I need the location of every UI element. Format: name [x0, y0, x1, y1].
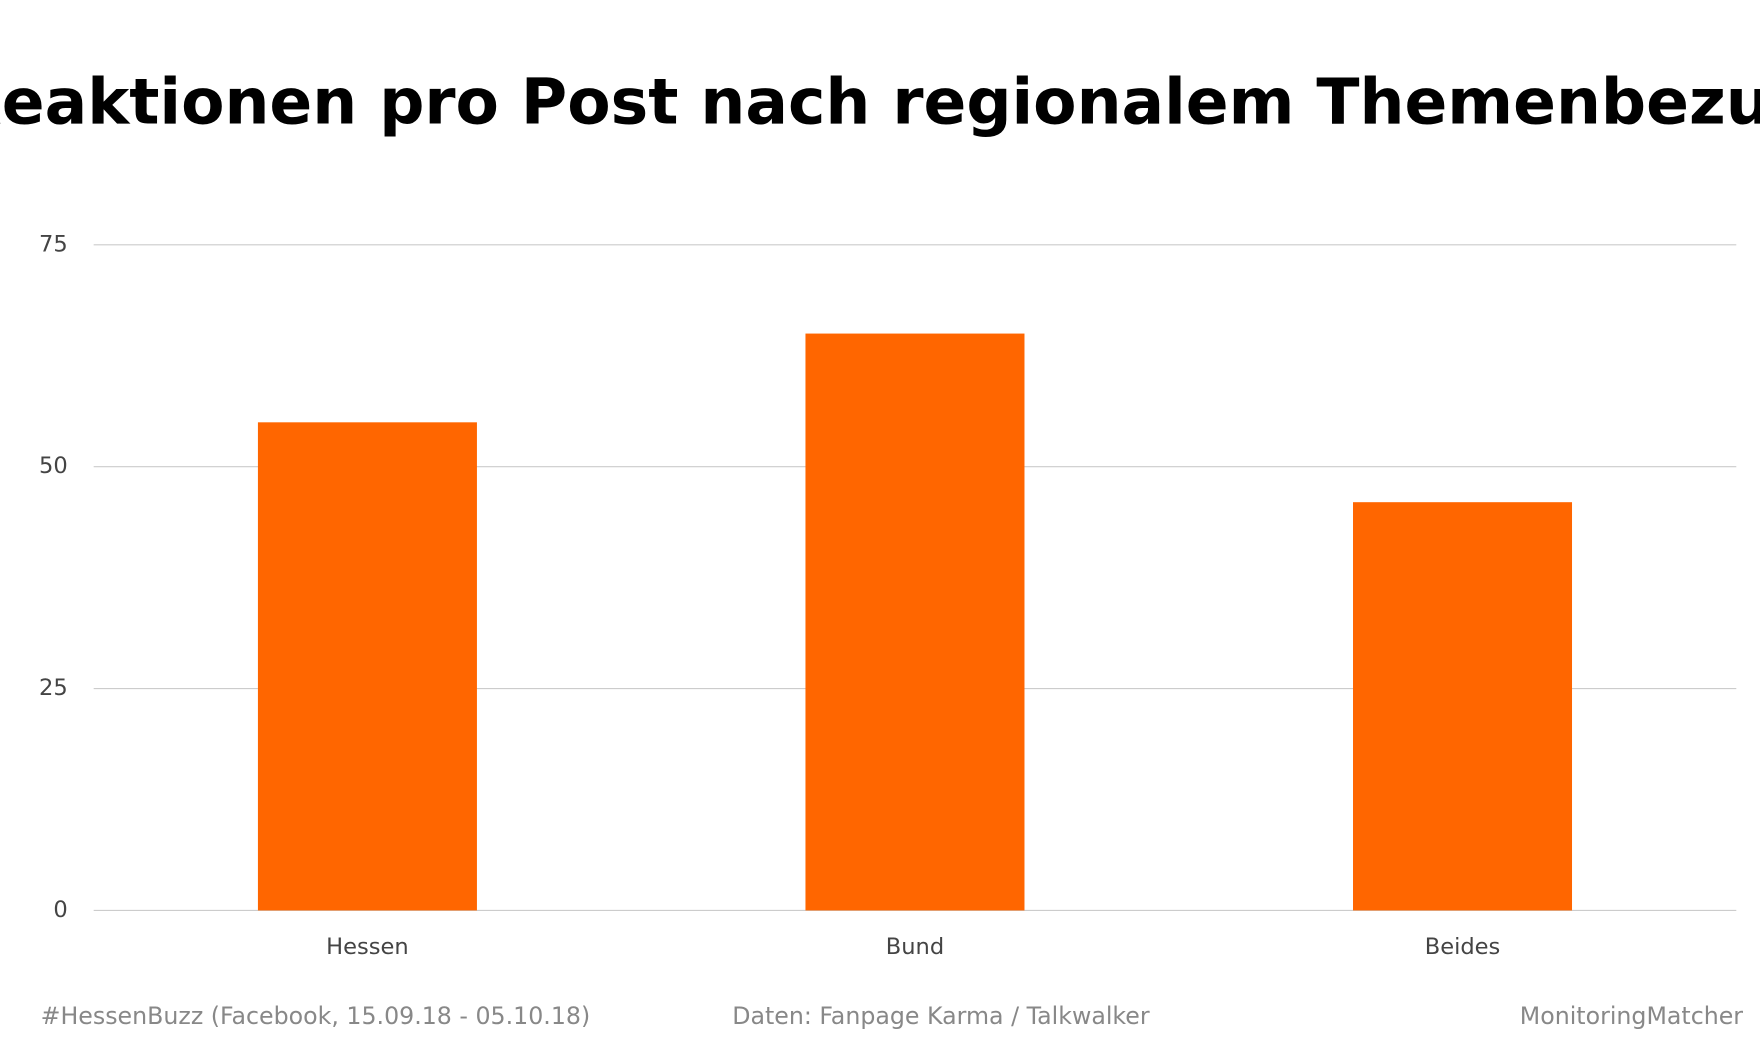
x-tick-label: Beides: [1425, 934, 1501, 960]
bar: [257, 422, 477, 911]
bar: [1353, 502, 1573, 911]
footer-note: Daten: Fanpage Karma / Talkwalker: [732, 1002, 1150, 1030]
footer-note: #HessenBuzz (Facebook, 15.09.18 - 05.10.…: [41, 1002, 591, 1030]
y-tick-label: 75: [39, 231, 68, 257]
footer-note: MonitoringMatcher: [1520, 1002, 1744, 1030]
y-tick-label: 25: [39, 675, 68, 701]
y-tick-label: 50: [39, 453, 68, 479]
chart-title: Reaktionen pro Post nach regionalem Them…: [0, 65, 1760, 139]
bar: [805, 333, 1025, 911]
x-tick-label: Hessen: [326, 934, 408, 960]
y-tick-label: 0: [53, 897, 67, 923]
x-tick-label: Bund: [886, 934, 944, 960]
